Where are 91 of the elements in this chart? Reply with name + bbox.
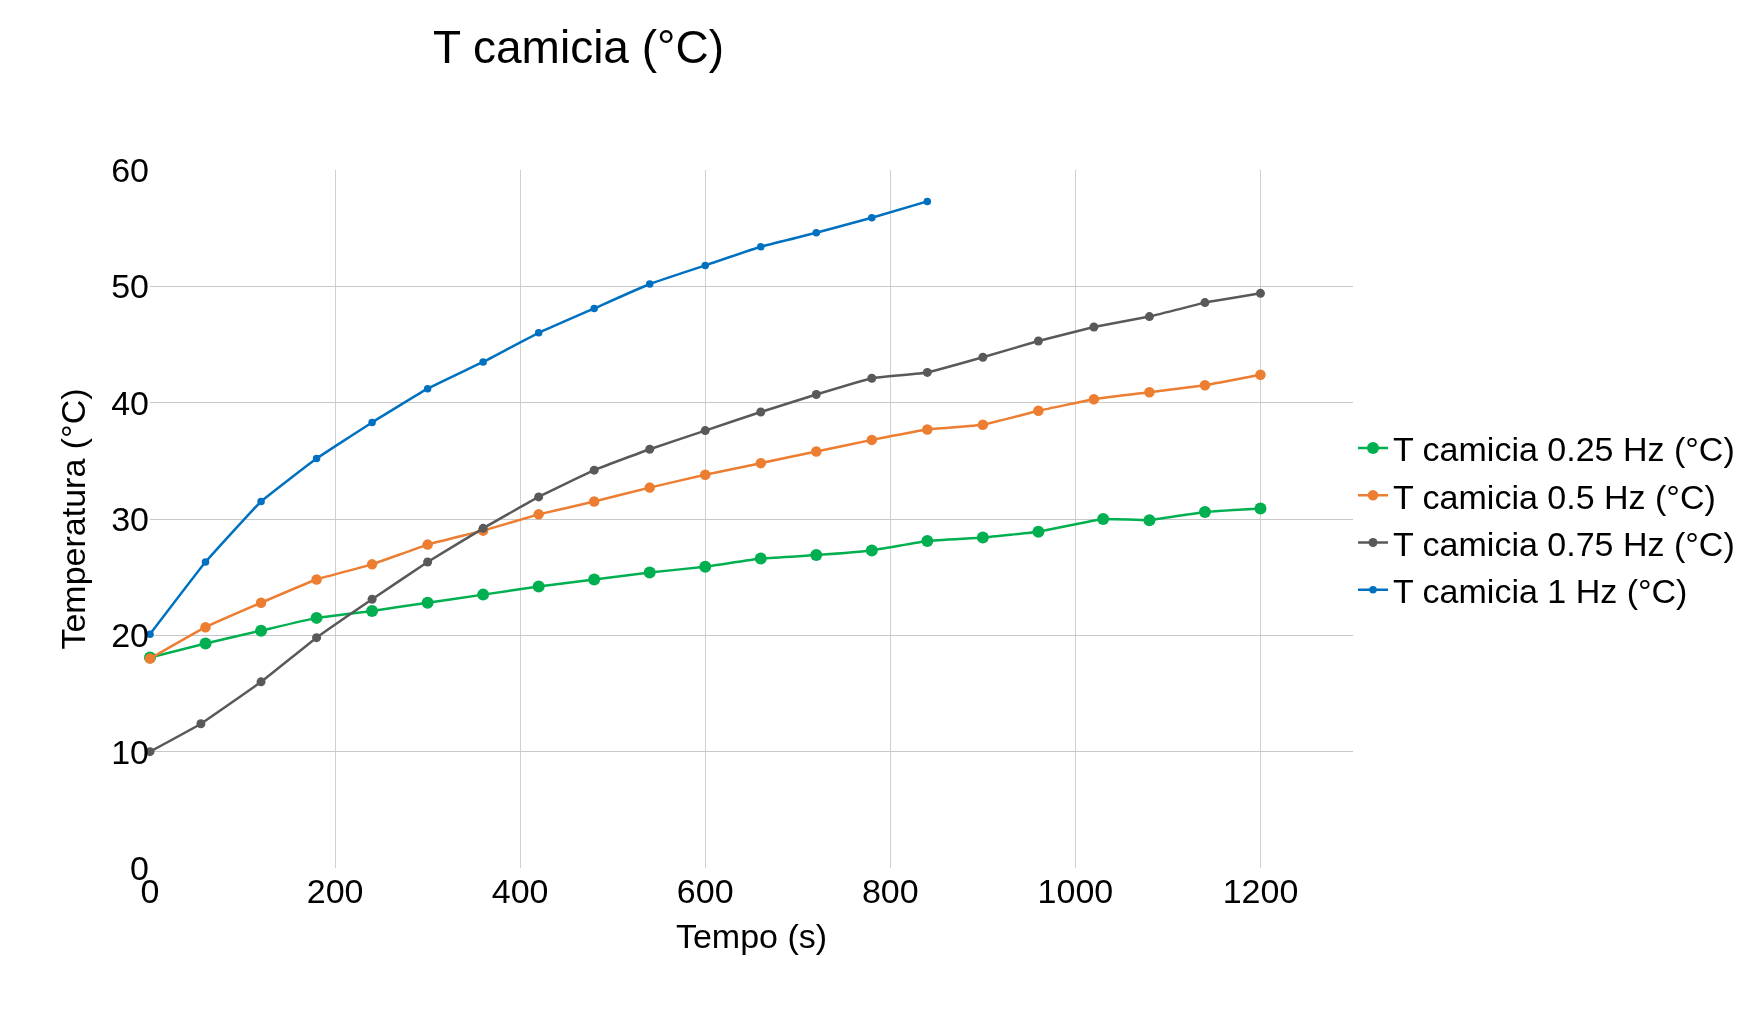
point	[422, 539, 433, 550]
legend-label: T camicia 0.25 Hz (°C)	[1393, 430, 1735, 469]
point	[199, 637, 212, 650]
point	[479, 358, 487, 366]
point	[255, 597, 267, 609]
point	[477, 588, 490, 601]
legend-label: T camicia 1 Hz (°C)	[1393, 571, 1688, 610]
x-tick-label: 800	[861, 872, 919, 910]
x-tick-label: 200	[306, 872, 364, 910]
point	[1143, 514, 1156, 527]
point	[589, 465, 599, 475]
x-tick-label: 1000	[1037, 872, 1114, 910]
y-tick-label: 60	[111, 150, 149, 189]
point	[532, 580, 545, 593]
point	[366, 604, 379, 617]
point	[310, 611, 323, 624]
point	[367, 594, 377, 604]
point	[1089, 322, 1099, 332]
point	[866, 434, 878, 446]
point	[1254, 502, 1267, 515]
point	[756, 407, 766, 417]
point	[923, 197, 932, 206]
point	[1199, 379, 1211, 391]
point	[201, 558, 210, 566]
point	[699, 560, 712, 573]
point	[921, 535, 934, 548]
y-tick-label: 40	[111, 383, 149, 422]
point	[978, 352, 988, 362]
point	[865, 544, 878, 557]
x-tick-label: 400	[491, 872, 549, 910]
point	[1198, 506, 1211, 519]
point	[312, 454, 321, 463]
y-tick-label: 30	[111, 499, 149, 538]
point	[196, 719, 206, 729]
point	[255, 624, 268, 637]
point	[366, 559, 378, 570]
point	[534, 329, 543, 337]
point	[700, 426, 710, 436]
point	[421, 596, 434, 609]
point	[534, 492, 544, 502]
x-tick-label: 600	[676, 872, 734, 910]
point	[922, 367, 932, 377]
point	[1200, 298, 1210, 308]
point	[423, 384, 432, 393]
point	[644, 482, 655, 493]
point	[699, 469, 711, 481]
point	[312, 633, 322, 643]
chart-title: T camicia (°C)	[432, 20, 724, 73]
x-tick-label: 1200	[1222, 872, 1299, 910]
point	[1032, 525, 1045, 538]
point	[257, 497, 265, 506]
point	[810, 549, 823, 562]
point	[868, 213, 876, 222]
point	[1255, 288, 1265, 298]
point	[1255, 369, 1266, 380]
point	[368, 418, 376, 427]
point	[755, 457, 766, 469]
x-axis-title: Tempo (s)	[675, 917, 828, 956]
y-tick-label: 50	[111, 267, 149, 306]
point	[645, 280, 654, 288]
point	[643, 566, 656, 579]
point	[1033, 336, 1043, 346]
point	[812, 229, 821, 237]
point	[1144, 312, 1154, 322]
y-axis-title: Temperatura (°C)	[53, 388, 92, 650]
point	[811, 446, 822, 457]
point	[588, 496, 600, 507]
point	[976, 531, 989, 544]
legend-label: T camicia 0.5 Hz (°C)	[1393, 477, 1716, 516]
point	[645, 444, 655, 454]
point	[423, 557, 433, 567]
point	[977, 419, 989, 431]
point	[1097, 513, 1110, 525]
point	[200, 621, 211, 633]
point	[588, 573, 601, 586]
point	[311, 574, 322, 585]
point	[1033, 405, 1044, 417]
point	[922, 424, 933, 435]
point	[811, 390, 821, 400]
y-tick-label: 20	[111, 616, 149, 655]
point	[256, 677, 266, 687]
point	[701, 261, 709, 270]
point	[867, 373, 877, 383]
point	[757, 243, 765, 251]
legend-label: T camicia 0.75 Hz (°C)	[1393, 524, 1735, 563]
point	[1088, 393, 1100, 405]
point	[754, 552, 767, 565]
point	[533, 509, 544, 520]
point	[1144, 386, 1155, 398]
y-tick-label: 10	[111, 732, 149, 771]
point	[590, 304, 598, 313]
